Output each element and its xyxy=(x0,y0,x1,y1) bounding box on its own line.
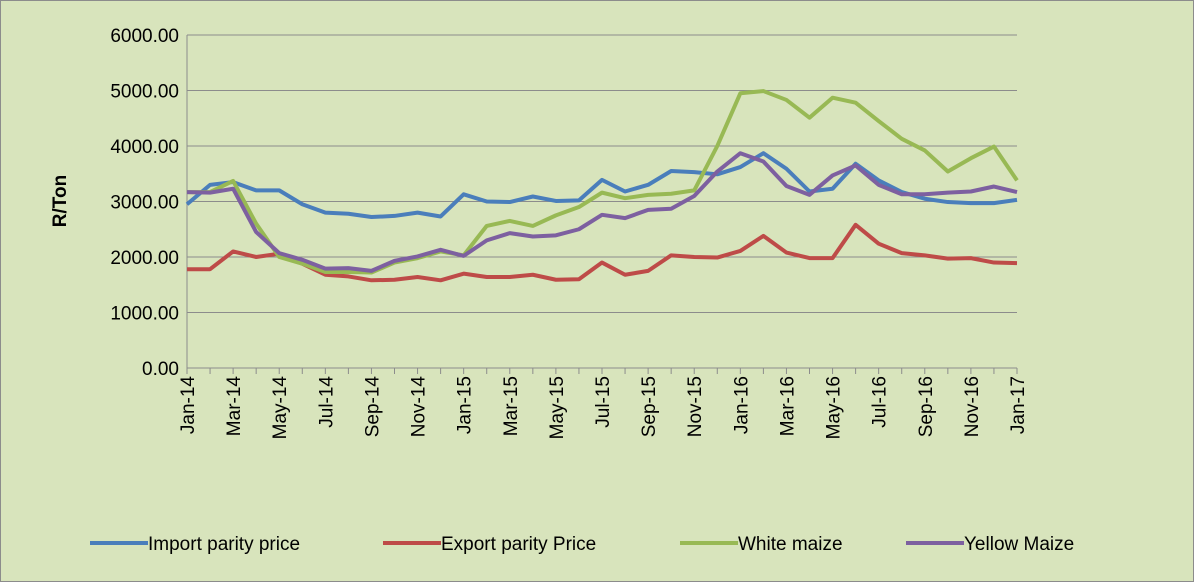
x-tick-label: Sep-14 xyxy=(362,376,383,438)
x-tick-label: Nov-16 xyxy=(962,376,983,437)
x-tick-label: Jul-15 xyxy=(593,376,614,428)
y-tick-label: 1000.00 xyxy=(110,304,179,325)
x-tick-label: Jul-16 xyxy=(870,376,891,428)
x-tick-label: Sep-15 xyxy=(639,376,660,437)
series-line xyxy=(186,151,1018,273)
x-tick-label: Nov-15 xyxy=(685,376,706,437)
legend-label: White maize xyxy=(738,534,843,555)
y-tick-label: 5000.00 xyxy=(110,82,179,103)
y-tick-label: 2000.00 xyxy=(110,248,179,269)
series-line xyxy=(187,89,1019,275)
x-tick-label: Jan-16 xyxy=(731,376,752,434)
legend-label: Import parity price xyxy=(148,534,300,555)
x-tick-label: Sep-16 xyxy=(916,376,937,437)
y-tick-label: 6000.00 xyxy=(110,26,179,47)
y-tick-label: 0.00 xyxy=(142,359,179,380)
x-tick-label: May-16 xyxy=(824,376,845,439)
legend-label: Export parity Price xyxy=(441,534,596,555)
x-tick-label: Jan-15 xyxy=(455,376,476,434)
x-tick-label: Jul-14 xyxy=(316,376,337,428)
x-tick-label: Jan-14 xyxy=(178,376,199,435)
x-tick-label: May-14 xyxy=(270,376,291,440)
y-tick-label: 3000.00 xyxy=(110,193,179,214)
x-tick-label: May-15 xyxy=(547,376,568,439)
x-tick-label: Mar-14 xyxy=(224,376,245,437)
legend-label: Yellow Maize xyxy=(964,534,1074,555)
x-tick-label: Nov-14 xyxy=(409,376,430,438)
series-line xyxy=(185,151,1018,220)
y-axis-label: R/Ton xyxy=(50,175,71,227)
x-tick-label: Mar-15 xyxy=(501,376,522,436)
series-line xyxy=(187,222,1018,283)
x-tick-label: Mar-16 xyxy=(777,376,798,436)
x-tick-label: Jan-17 xyxy=(1008,376,1029,434)
y-tick-label: 4000.00 xyxy=(110,137,179,158)
